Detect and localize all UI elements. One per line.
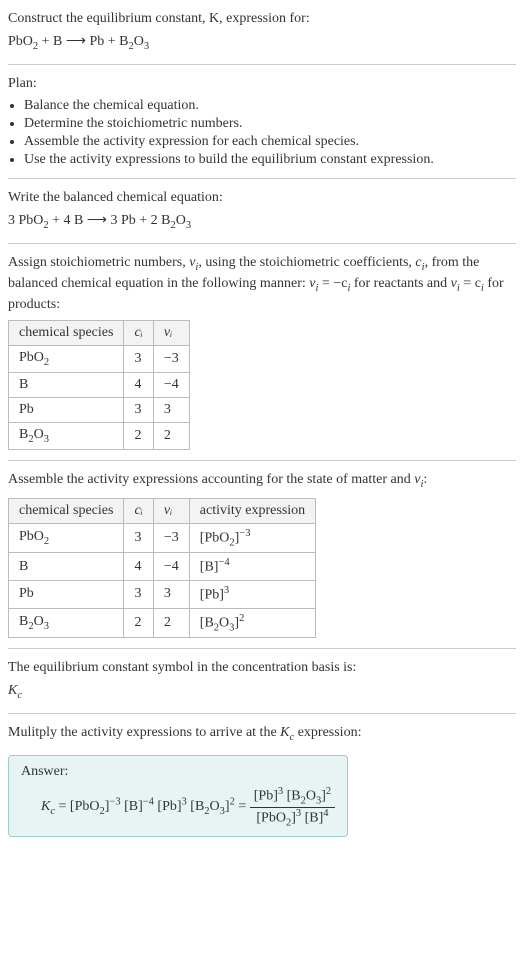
cell-activity: [Pb]3	[189, 581, 315, 609]
answer-expression: Kc = [PbO2]−3 [B]−4 [Pb]3 [B2O3]2 = [Pb]…	[21, 786, 335, 828]
assemble-a: Assemble the activity expressions accoun…	[8, 472, 414, 487]
assign-d: for reactants and	[350, 276, 450, 291]
eq-pbo2: PbO	[8, 34, 33, 49]
intro-equation: PbO2 + B ⟶ Pb + B2O3	[8, 33, 516, 54]
symbol-kc: Kc	[8, 682, 516, 703]
beq2: + 4 B ⟶ 3 Pb + 2 B	[49, 213, 171, 228]
eq-rest: + B ⟶ Pb + B	[38, 34, 128, 49]
assign-text: Assign stoichiometric numbers, νi, using…	[8, 254, 516, 315]
multiply-text: Mulitply the activity expressions to arr…	[8, 724, 516, 745]
cell-species: Pb	[9, 581, 124, 609]
th-ci: cᵢ	[124, 499, 153, 524]
answer-fraction: [Pb]3 [B2O3]2[PbO2]3 [B]4	[250, 786, 335, 828]
assemble-b: :	[423, 472, 427, 487]
cell-nu: −4	[153, 373, 189, 398]
cell-species: B	[9, 373, 124, 398]
divider	[8, 460, 516, 461]
cell-nu: 2	[153, 608, 189, 637]
beq3s: 3	[186, 219, 191, 230]
fraction-denominator: [PbO2]3 [B]4	[250, 808, 335, 828]
assign-eq1r: = −c	[318, 276, 347, 291]
cell-nu: −4	[153, 553, 189, 581]
eq-sub3: 3	[144, 41, 149, 52]
intro-line1: Construct the equilibrium constant, K, e…	[8, 10, 516, 29]
table-header-row: chemical species cᵢ νᵢ	[9, 321, 190, 346]
cell-species: PbO2	[9, 346, 124, 373]
cell-species: Pb	[9, 398, 124, 423]
beq3: O	[176, 213, 186, 228]
cell-nu: 3	[153, 581, 189, 609]
cell-nu: −3	[153, 346, 189, 373]
cell-species: B2O3	[9, 608, 124, 637]
activity-table: chemical species cᵢ νᵢ activity expressi…	[8, 498, 316, 638]
cell-c: 4	[124, 553, 153, 581]
table-row: Pb 3 3	[9, 398, 190, 423]
beq1: 3 PbO	[8, 213, 43, 228]
plan-item: Use the activity expressions to build th…	[24, 152, 516, 168]
cell-species: B2O3	[9, 423, 124, 450]
th-nui: νᵢ	[153, 321, 189, 346]
divider	[8, 648, 516, 649]
table-row: PbO2 3 −3	[9, 346, 190, 373]
table-row: B 4 −4	[9, 373, 190, 398]
answer-label: Answer:	[21, 764, 335, 780]
plan-item: Determine the stoichiometric numbers.	[24, 116, 516, 132]
cell-nu: −3	[153, 524, 189, 553]
balanced-equation: 3 PbO2 + 4 B ⟶ 3 Pb + 2 B2O3	[8, 212, 516, 233]
divider	[8, 713, 516, 714]
cell-c: 3	[124, 398, 153, 423]
table-row: B2O3 2 2	[9, 423, 190, 450]
divider	[8, 178, 516, 179]
symbol-line: The equilibrium constant symbol in the c…	[8, 659, 516, 678]
cell-c: 3	[124, 524, 153, 553]
plan-item: Balance the chemical equation.	[24, 98, 516, 114]
fraction-numerator: [Pb]3 [B2O3]2	[250, 786, 335, 807]
cell-nu: 3	[153, 398, 189, 423]
cell-activity: [PbO2]−3	[189, 524, 315, 553]
th-species: chemical species	[9, 499, 124, 524]
table-row: Pb 3 3 [Pb]3	[9, 581, 316, 609]
divider	[8, 64, 516, 65]
assign-b: , using the stoichiometric coefficients,	[198, 255, 415, 270]
plan-item: Assemble the activity expression for eac…	[24, 134, 516, 150]
intro-text: Construct the equilibrium constant, K, e…	[8, 11, 310, 26]
th-species: chemical species	[9, 321, 124, 346]
cell-nu: 2	[153, 423, 189, 450]
cell-c: 3	[124, 346, 153, 373]
answer-box: Answer: Kc = [PbO2]−3 [B]−4 [Pb]3 [B2O3]…	[8, 755, 348, 837]
cell-c: 2	[124, 423, 153, 450]
divider	[8, 243, 516, 244]
th-nui: νᵢ	[153, 499, 189, 524]
th-activity: activity expression	[189, 499, 315, 524]
cell-activity: [B]−4	[189, 553, 315, 581]
assign-a: Assign stoichiometric numbers,	[8, 255, 189, 270]
table-row: PbO2 3 −3 [PbO2]−3	[9, 524, 316, 553]
plan-list: Balance the chemical equation. Determine…	[8, 98, 516, 168]
cell-c: 2	[124, 608, 153, 637]
cell-activity: [B2O3]2	[189, 608, 315, 637]
cell-species: B	[9, 553, 124, 581]
table-header-row: chemical species cᵢ νᵢ activity expressi…	[9, 499, 316, 524]
assemble-text: Assemble the activity expressions accoun…	[8, 471, 516, 492]
table-row: B2O3 2 2 [B2O3]2	[9, 608, 316, 637]
balanced-heading: Write the balanced chemical equation:	[8, 189, 516, 208]
plan-heading: Plan:	[8, 75, 516, 94]
eq-o: O	[134, 34, 144, 49]
table-row: B 4 −4 [B]−4	[9, 553, 316, 581]
stoich-table: chemical species cᵢ νᵢ PbO2 3 −3 B 4 −4 …	[8, 320, 190, 450]
cell-species: PbO2	[9, 524, 124, 553]
th-ci: cᵢ	[124, 321, 153, 346]
cell-c: 4	[124, 373, 153, 398]
assign-eq2: = c	[460, 276, 481, 291]
cell-c: 3	[124, 581, 153, 609]
